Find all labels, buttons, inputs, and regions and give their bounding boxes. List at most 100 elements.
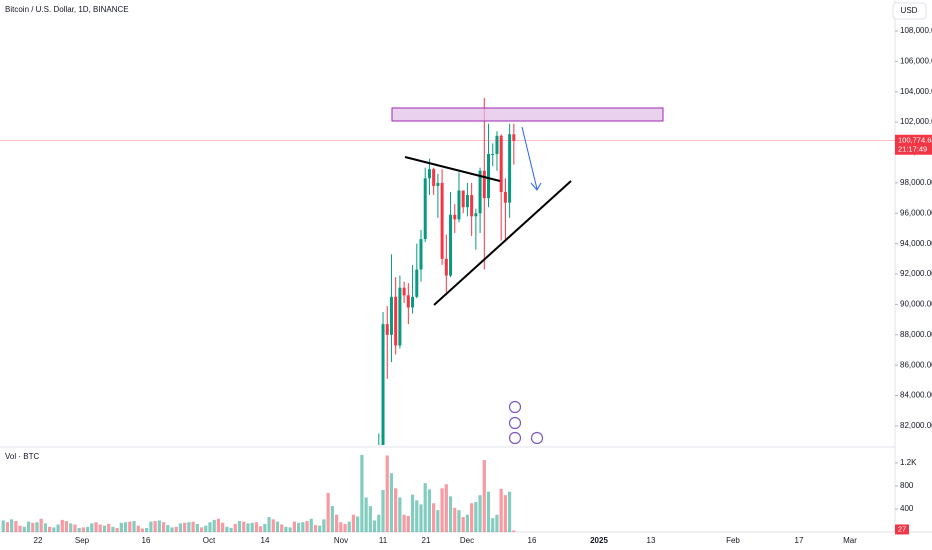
volume-bar bbox=[140, 528, 145, 532]
volume-bar bbox=[432, 503, 436, 532]
volume-bar bbox=[267, 517, 271, 532]
x-tick-label: 13 bbox=[647, 536, 656, 545]
volume-bar bbox=[5, 522, 10, 532]
volume-bar bbox=[56, 524, 60, 532]
event-icon[interactable] bbox=[530, 431, 544, 445]
volume-bar bbox=[39, 518, 43, 532]
volume-bar bbox=[183, 522, 187, 532]
volume-bar bbox=[102, 525, 107, 532]
volume-tick-label: 800 bbox=[900, 481, 914, 490]
candle-body bbox=[503, 192, 507, 203]
volume-bar bbox=[470, 503, 474, 532]
candles bbox=[378, 97, 516, 445]
volume-bar bbox=[322, 519, 326, 532]
candle-body bbox=[465, 195, 469, 208]
volume-bar bbox=[77, 527, 81, 532]
volume-bar bbox=[448, 496, 453, 532]
event-icon[interactable] bbox=[508, 416, 522, 430]
volume-bar bbox=[364, 497, 368, 532]
candle-body bbox=[499, 135, 503, 193]
candle-body bbox=[444, 258, 448, 276]
volume-bar bbox=[275, 521, 280, 532]
volume-bar bbox=[237, 521, 242, 532]
volume-bar bbox=[389, 473, 394, 532]
currency-button[interactable] bbox=[892, 2, 927, 20]
volume-bar bbox=[453, 507, 457, 532]
volume-tick-label: 1.2K bbox=[900, 458, 917, 467]
event-icon[interactable] bbox=[508, 431, 522, 445]
volume-bar bbox=[436, 510, 440, 532]
volume-bar bbox=[174, 526, 178, 532]
volume-bar bbox=[292, 521, 296, 532]
candle-body bbox=[508, 134, 512, 203]
volume-bar bbox=[330, 506, 334, 532]
volume-bar bbox=[347, 521, 351, 532]
volume-bar bbox=[486, 491, 491, 532]
volume-bar bbox=[119, 522, 123, 532]
volume-bar bbox=[98, 524, 102, 532]
volume-bar bbox=[280, 524, 284, 532]
arrow bbox=[521, 126, 542, 191]
volume-bar bbox=[208, 522, 212, 532]
candle-body bbox=[461, 190, 465, 208]
volume-bar bbox=[233, 523, 237, 532]
volume-bar bbox=[313, 525, 318, 532]
volume-bar bbox=[178, 523, 183, 532]
candle-body bbox=[449, 214, 453, 276]
y-tick-label: 88,000.00 bbox=[900, 330, 932, 339]
x-tick-label: 14 bbox=[261, 536, 270, 545]
candle-body bbox=[419, 239, 423, 270]
volume-bar bbox=[495, 514, 499, 532]
x-tick-label: Nov bbox=[334, 536, 348, 545]
trend-line-lower bbox=[433, 180, 572, 306]
candle-body bbox=[381, 324, 385, 445]
currency-label: USD bbox=[901, 6, 918, 15]
x-tick-label: 21 bbox=[422, 536, 431, 545]
volume-bar bbox=[81, 527, 85, 532]
volume-bar bbox=[107, 523, 111, 532]
x-tick-label: 16 bbox=[142, 536, 151, 545]
candle-body bbox=[411, 296, 415, 308]
volume-bar bbox=[410, 494, 415, 532]
chart-title: Bitcoin / U.S. Dollar, 1D, BINANCE bbox=[5, 5, 129, 14]
trend-line-upper bbox=[404, 156, 501, 182]
volume-bar bbox=[288, 527, 292, 532]
candle-body bbox=[482, 170, 486, 199]
volume-bar bbox=[242, 521, 246, 532]
volume-bar bbox=[372, 520, 377, 532]
volume-bar bbox=[465, 514, 469, 532]
volume-bar bbox=[326, 492, 330, 532]
volume-bar bbox=[360, 454, 364, 532]
volume-tick-label: 400 bbox=[900, 504, 914, 513]
volume-bar bbox=[52, 527, 56, 532]
x-tick-label: Dec bbox=[460, 536, 474, 545]
volume-bar bbox=[153, 521, 157, 532]
candle-body bbox=[491, 154, 495, 156]
y-tick-label: 108,000.00 bbox=[900, 26, 932, 35]
volume-bar bbox=[246, 523, 250, 532]
volume-bar bbox=[90, 523, 94, 532]
volume-bar bbox=[461, 517, 465, 532]
volume-bar bbox=[18, 525, 22, 532]
volume-bar bbox=[10, 519, 14, 532]
volume-bar bbox=[157, 520, 161, 532]
candle-body bbox=[402, 287, 406, 296]
volume-bar bbox=[271, 519, 275, 532]
volume-bar bbox=[474, 502, 478, 532]
volume-bar bbox=[343, 523, 347, 532]
volume-bar bbox=[402, 514, 406, 532]
volume-bar bbox=[419, 504, 423, 532]
candle-body bbox=[415, 269, 419, 297]
candle-body bbox=[453, 214, 457, 220]
volume-bar bbox=[86, 526, 90, 532]
volume-bar bbox=[394, 488, 398, 532]
volume-bar bbox=[161, 522, 166, 532]
volume-bar bbox=[115, 527, 119, 532]
volume-bar bbox=[482, 460, 486, 532]
volume-bar bbox=[508, 491, 512, 532]
volume-bar bbox=[195, 523, 199, 532]
volume-bar bbox=[351, 514, 356, 532]
volume-bar bbox=[503, 495, 507, 532]
event-icon[interactable] bbox=[508, 400, 522, 414]
